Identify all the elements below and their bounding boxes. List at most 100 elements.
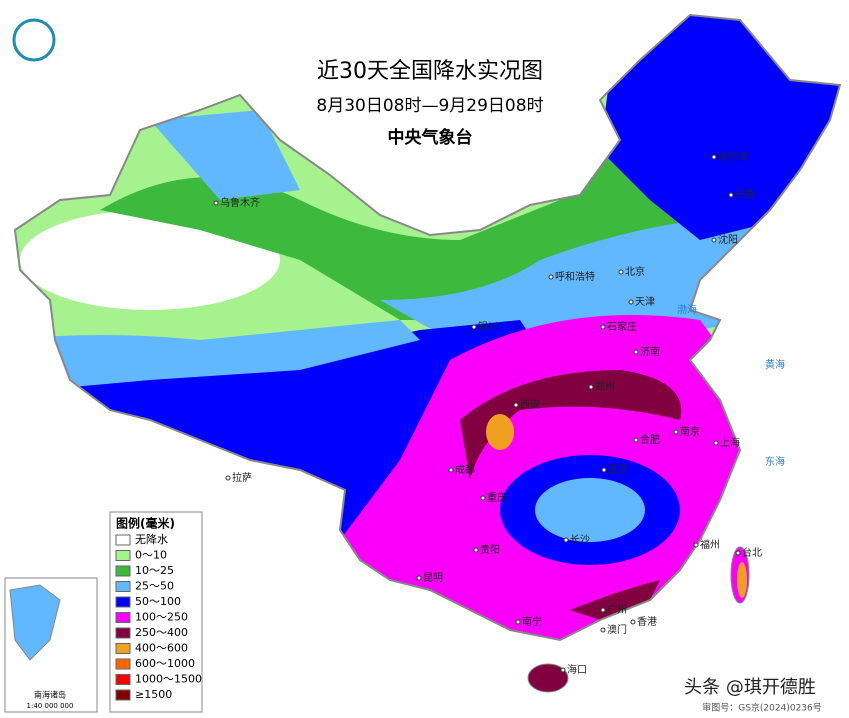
city-label: 呼和浩特 — [555, 271, 595, 283]
city-dot — [588, 384, 594, 390]
city-dot — [633, 437, 639, 443]
city-dot — [628, 299, 634, 305]
watermark: 头条 @琪开德胜 — [684, 677, 816, 698]
city-label: 贵阳 — [480, 543, 500, 556]
city-label: 银川 — [478, 320, 498, 333]
city-dot — [728, 192, 734, 198]
city-dot — [225, 475, 231, 481]
city-label: 福州 — [700, 538, 720, 551]
legend-swatch — [115, 612, 131, 623]
legend-swatch — [115, 627, 131, 639]
city-dot — [480, 495, 486, 501]
city-dot — [633, 349, 639, 355]
legend-swatch — [115, 534, 131, 546]
city-label: 沈阳 — [718, 233, 738, 246]
city-dot — [416, 575, 422, 581]
city-label: 武汉 — [608, 463, 628, 476]
legend-swatch — [115, 674, 131, 685]
city-label: 哈尔滨 — [718, 150, 748, 163]
city-label: 合肥 — [640, 433, 660, 446]
map-number: 审图号：GS京(2024)0236号 — [702, 702, 822, 714]
city-label: 上海 — [720, 436, 740, 449]
city-label: 昆明 — [423, 572, 443, 584]
legend-label: 无降水 — [135, 532, 168, 546]
city-dot — [600, 607, 606, 613]
city-dot — [513, 402, 519, 408]
legend-swatch — [115, 596, 131, 608]
city-label: 济南 — [640, 345, 660, 358]
city-dot — [600, 627, 606, 633]
city-dot — [473, 547, 479, 553]
legend-swatch — [115, 565, 131, 577]
logo — [12, 18, 56, 62]
inset-scale: 1:40 000 000 — [27, 702, 74, 710]
city-label: 天津 — [635, 296, 655, 308]
legend-swatch — [115, 658, 131, 670]
city-label: 拉萨 — [232, 471, 252, 484]
sea-label: 渤海 — [677, 303, 697, 316]
city-label: 石家庄 — [607, 320, 637, 333]
taiwan-core — [737, 562, 747, 598]
legend-label: 50～100 — [135, 595, 181, 608]
city-dot — [600, 324, 606, 330]
inset-shape — [9, 584, 61, 661]
sea-label: 东海 — [765, 455, 785, 468]
city-dot — [471, 324, 477, 330]
city-dot — [563, 537, 569, 543]
period: 8月30日08时—9月29日08时 — [316, 96, 543, 116]
city-label: 成都 — [455, 464, 475, 476]
city-label: 重庆 — [487, 491, 507, 504]
legend-swatch — [115, 550, 131, 561]
city-label: 南宁 — [522, 615, 542, 628]
city-label: 西安 — [520, 398, 540, 411]
legend-swatch — [115, 581, 131, 592]
city-dot — [630, 619, 636, 625]
city-dot — [548, 274, 554, 280]
city-dot — [711, 154, 717, 160]
city-dot — [448, 467, 454, 473]
legend-label: 400～600 — [135, 642, 188, 655]
legend-label: 250～400 — [135, 626, 188, 639]
hainan — [527, 663, 569, 693]
city-dot — [693, 542, 699, 548]
city-label: 台北 — [742, 546, 762, 559]
agency: 中央气象台 — [388, 127, 473, 148]
city-dot — [560, 667, 566, 673]
city-label: 广州 — [607, 604, 627, 616]
legend-label: ≥1500 — [135, 688, 172, 701]
legend-label: 10～25 — [135, 564, 174, 577]
city-dot — [711, 237, 717, 243]
city-dot — [735, 550, 741, 556]
title: 近30天全国降水实况图 — [317, 59, 543, 84]
legend-title: 图例(毫米) — [116, 516, 175, 531]
city-label: 香港 — [637, 616, 657, 628]
city-label: 澳门 — [607, 623, 627, 636]
legend-label: 1000～1500 — [135, 673, 202, 686]
legend: 无降水 0～10 10～25 25～50 50～100 100～250 250～400 400… — [115, 532, 202, 701]
city-label: 长春 — [735, 189, 755, 201]
city-label: 北京 — [625, 265, 645, 278]
city-dot — [618, 269, 624, 275]
city-dot — [515, 619, 521, 625]
city-dot — [601, 467, 607, 473]
inset-title: 南海诸岛 — [34, 690, 66, 700]
city-dot — [713, 440, 719, 446]
legend-swatch — [115, 643, 131, 654]
legend-swatch — [115, 689, 131, 701]
legend-label: 100～250 — [135, 611, 188, 624]
city-dot — [673, 429, 679, 435]
city-label: 郑州 — [595, 380, 615, 393]
legend-label: 25～50 — [135, 580, 174, 593]
legend-label: 0～10 — [135, 549, 167, 562]
city-label: 海口 — [567, 663, 587, 676]
city-label: 南京 — [680, 425, 700, 438]
legend-label: 600～1000 — [135, 657, 195, 670]
city-dot — [213, 200, 219, 206]
sea-label: 黄海 — [765, 358, 785, 371]
city-label: 乌鲁木齐 — [220, 196, 260, 209]
city-label: 长沙 — [570, 534, 590, 546]
